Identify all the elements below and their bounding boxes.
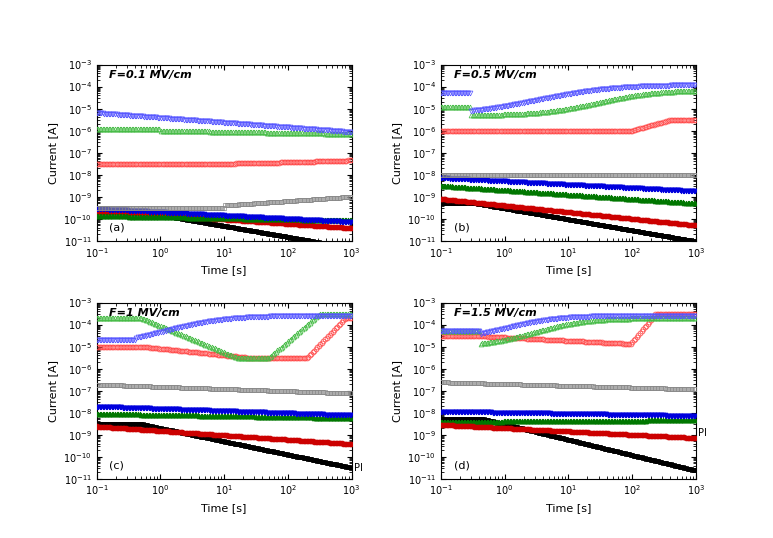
Legend: Neat PI @ 200 °C, PI/w-BN (1.6 vol.%) @ 200 °C, Neat PI @ 250 °C, PI/w-BN (1.6 v: Neat PI @ 200 °C, PI/w-BN (1.6 vol.%) @ … [506, 68, 633, 157]
Text: F=0.1 MV/cm: F=0.1 MV/cm [109, 70, 192, 80]
X-axis label: Time [s]: Time [s] [202, 265, 247, 275]
Text: (a): (a) [109, 222, 125, 232]
X-axis label: Time [s]: Time [s] [546, 503, 591, 513]
Text: F=1.5 MV/cm: F=1.5 MV/cm [454, 308, 536, 318]
Y-axis label: Current [A]: Current [A] [392, 360, 402, 422]
Text: (c): (c) [109, 460, 124, 470]
Text: (b): (b) [454, 222, 469, 232]
Text: F=1 MV/cm: F=1 MV/cm [109, 308, 180, 318]
Text: F=0.5 MV/cm: F=0.5 MV/cm [454, 70, 536, 80]
Y-axis label: Current [A]: Current [A] [48, 360, 58, 422]
X-axis label: Time [s]: Time [s] [546, 265, 591, 275]
Text: (d): (d) [454, 460, 469, 470]
Y-axis label: Current [A]: Current [A] [392, 122, 402, 183]
Y-axis label: Current [A]: Current [A] [48, 122, 58, 183]
Text: PI: PI [354, 463, 363, 473]
X-axis label: Time [s]: Time [s] [202, 503, 247, 513]
Text: PI: PI [698, 428, 707, 437]
